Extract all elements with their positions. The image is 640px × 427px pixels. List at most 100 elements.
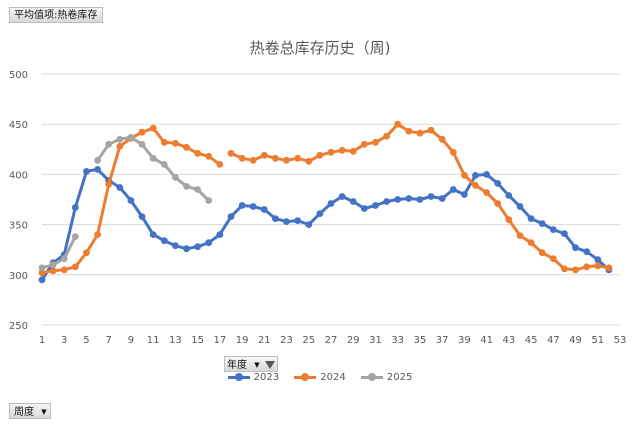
data-point-2024 bbox=[116, 142, 124, 150]
legend-label-2025: 2025 bbox=[386, 372, 413, 383]
data-point-2023 bbox=[138, 213, 146, 221]
data-point-2023 bbox=[427, 193, 435, 200]
data-point-2024 bbox=[538, 249, 546, 257]
data-point-2025 bbox=[105, 140, 113, 148]
x-tick-label: 39 bbox=[458, 335, 471, 346]
data-point-2025 bbox=[138, 140, 146, 148]
data-point-2024 bbox=[216, 161, 224, 168]
data-point-2023 bbox=[149, 231, 157, 239]
data-point-2023 bbox=[283, 218, 290, 226]
data-point-2023 bbox=[127, 197, 135, 204]
data-point-2023 bbox=[405, 195, 413, 202]
x-tick-label: 1 bbox=[39, 335, 45, 346]
data-point-2023 bbox=[194, 243, 202, 251]
data-point-2024 bbox=[416, 129, 424, 137]
legend-item-2023[interactable]: 2023 bbox=[227, 372, 279, 383]
y-tick-label: 300 bbox=[9, 271, 28, 282]
legend-item-2025[interactable]: 2025 bbox=[360, 372, 413, 383]
data-point-2025 bbox=[127, 133, 135, 141]
y-tick-label: 500 bbox=[9, 70, 28, 81]
data-point-2023 bbox=[83, 168, 90, 175]
data-point-2023 bbox=[160, 237, 168, 245]
data-point-2024 bbox=[394, 120, 402, 128]
data-point-2023 bbox=[549, 226, 557, 234]
data-point-2024 bbox=[405, 127, 413, 135]
x-tick-label: 49 bbox=[569, 335, 582, 346]
data-point-2023 bbox=[416, 196, 424, 203]
data-point-2024 bbox=[94, 231, 101, 239]
data-point-2024 bbox=[516, 232, 524, 240]
data-point-2024 bbox=[372, 138, 379, 146]
y-tick-label: 250 bbox=[9, 321, 28, 332]
x-tick-label: 3 bbox=[61, 335, 67, 346]
data-point-2024 bbox=[272, 154, 279, 162]
data-point-2024 bbox=[383, 132, 390, 140]
data-point-2023 bbox=[71, 204, 79, 211]
data-point-2024 bbox=[472, 182, 479, 189]
week-field-label: 周度 bbox=[14, 407, 34, 418]
data-point-2024 bbox=[360, 140, 368, 148]
data-point-2023 bbox=[383, 198, 390, 205]
data-point-2024 bbox=[38, 269, 46, 277]
data-point-2024 bbox=[83, 249, 90, 257]
data-point-2023 bbox=[372, 202, 379, 209]
legend-label-2024: 2024 bbox=[320, 372, 346, 383]
data-point-2024 bbox=[49, 267, 57, 275]
data-point-2024 bbox=[283, 156, 290, 164]
series-line-2025 bbox=[41, 235, 77, 270]
data-point-2023 bbox=[438, 195, 446, 202]
data-point-2024 bbox=[594, 262, 602, 270]
data-point-2023 bbox=[260, 206, 268, 213]
data-point-2023 bbox=[227, 213, 235, 221]
data-point-2025 bbox=[60, 255, 68, 263]
data-point-2024 bbox=[549, 255, 557, 263]
data-point-2023 bbox=[94, 166, 101, 173]
data-point-2023 bbox=[249, 203, 257, 210]
data-point-2023 bbox=[205, 239, 213, 247]
data-point-2025 bbox=[205, 197, 213, 204]
data-point-2023 bbox=[316, 210, 324, 218]
x-tick-label: 47 bbox=[547, 335, 560, 346]
data-point-2024 bbox=[183, 143, 190, 151]
data-point-2023 bbox=[338, 193, 346, 200]
chart-title: 热卷总库存历史（周) bbox=[250, 39, 391, 57]
series-line-2023 bbox=[40, 167, 610, 281]
week-field-button[interactable]: 周度 ▼ bbox=[9, 403, 51, 419]
x-tick-label: 29 bbox=[347, 335, 360, 346]
data-point-2025 bbox=[183, 183, 190, 190]
value-field-button[interactable]: 平均值项:热卷库存 bbox=[9, 7, 103, 23]
x-tick-label: 13 bbox=[169, 335, 182, 346]
data-point-2024 bbox=[461, 172, 468, 179]
data-point-2023 bbox=[472, 172, 479, 179]
data-point-2023 bbox=[461, 191, 468, 198]
data-point-2024 bbox=[438, 135, 446, 143]
data-point-2023 bbox=[561, 230, 568, 238]
data-point-2024 bbox=[260, 151, 268, 159]
data-point-2025 bbox=[149, 154, 157, 162]
data-point-2023 bbox=[594, 256, 602, 264]
year-field-label: 年度 bbox=[227, 360, 247, 371]
x-tick-label: 51 bbox=[591, 335, 604, 346]
x-tick-label: 9 bbox=[128, 335, 134, 346]
data-point-2024 bbox=[338, 146, 346, 154]
data-point-2024 bbox=[172, 139, 179, 147]
data-point-2024 bbox=[427, 126, 435, 134]
x-tick-label: 5 bbox=[83, 335, 89, 346]
x-tick-label: 25 bbox=[302, 335, 315, 346]
dropdown-arrow-icon: ▼ bbox=[41, 408, 47, 416]
data-point-2024 bbox=[294, 154, 302, 162]
data-point-2025 bbox=[71, 233, 79, 241]
data-point-2024 bbox=[160, 138, 168, 146]
data-point-2024 bbox=[572, 266, 579, 274]
data-point-2023 bbox=[572, 244, 579, 252]
x-tick-label: 21 bbox=[258, 335, 271, 346]
legend-item-2024[interactable]: 2024 bbox=[294, 372, 346, 383]
data-point-2024 bbox=[505, 216, 513, 224]
data-point-2023 bbox=[516, 203, 524, 210]
y-tick-label: 450 bbox=[9, 120, 28, 131]
legend-swatch-2024 bbox=[294, 372, 317, 381]
year-field-button[interactable]: 年度 ▼ bbox=[224, 356, 278, 372]
data-point-2024 bbox=[327, 148, 335, 156]
data-point-2024 bbox=[194, 149, 202, 157]
